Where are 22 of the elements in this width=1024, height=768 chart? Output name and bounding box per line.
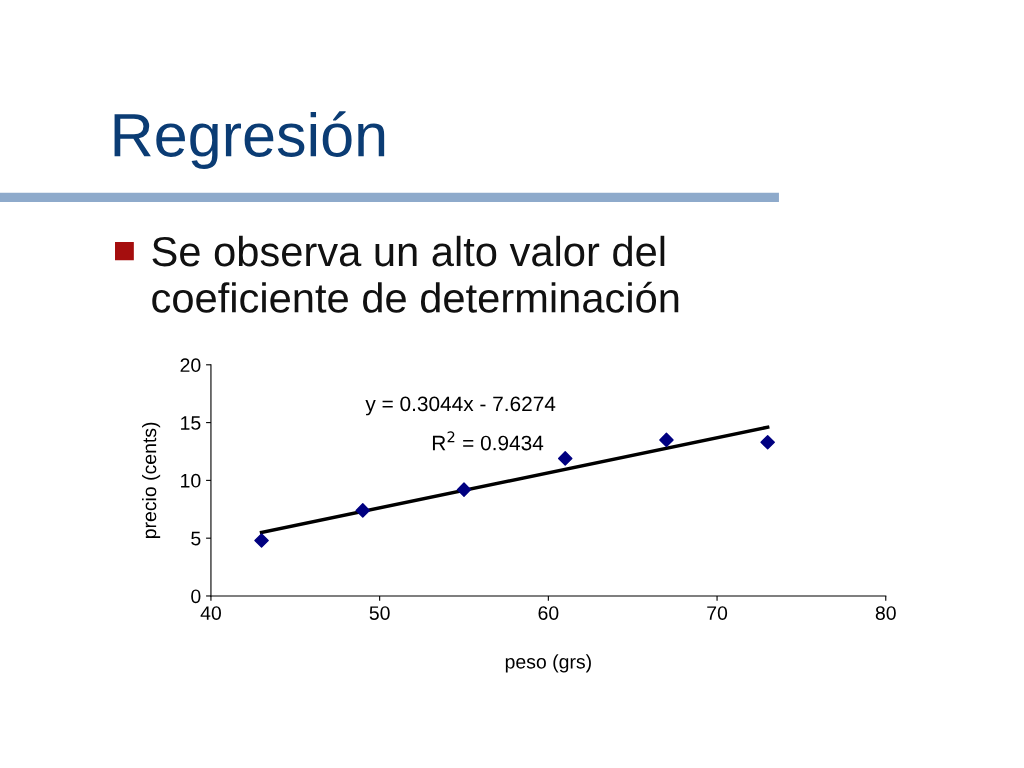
point <box>456 482 472 497</box>
chart-subtitle: Se observa un alto valor del coeficiente de determinación <box>152 235 679 313</box>
y-tick-label: 10 <box>181 473 201 488</box>
y-tick-label: 0 <box>191 589 201 604</box>
annotation: y = 0.3044x - 7.6274 <box>365 396 556 416</box>
chart-title: Regresión <box>114 111 385 169</box>
x-tick-label: 70 <box>707 606 728 620</box>
point <box>760 434 775 450</box>
point <box>355 503 371 518</box>
x-tick-label: 60 <box>538 606 559 620</box>
y-tick-label: 5 <box>191 531 201 546</box>
annotation: R$^{2}$ = 0.9434 <box>432 431 544 451</box>
x-tick-label: 50 <box>369 606 390 620</box>
point <box>254 533 269 548</box>
y-tick-label: 20 <box>180 358 201 373</box>
y-tick-label: 15 <box>181 416 201 430</box>
x-tick-label: 80 <box>875 606 896 620</box>
x-axis-title: peso (grs) <box>505 654 591 673</box>
point <box>557 451 573 466</box>
x-tick-label: 40 <box>200 606 221 620</box>
point <box>659 432 674 448</box>
y-axis-title: precio (cents) <box>142 422 161 539</box>
